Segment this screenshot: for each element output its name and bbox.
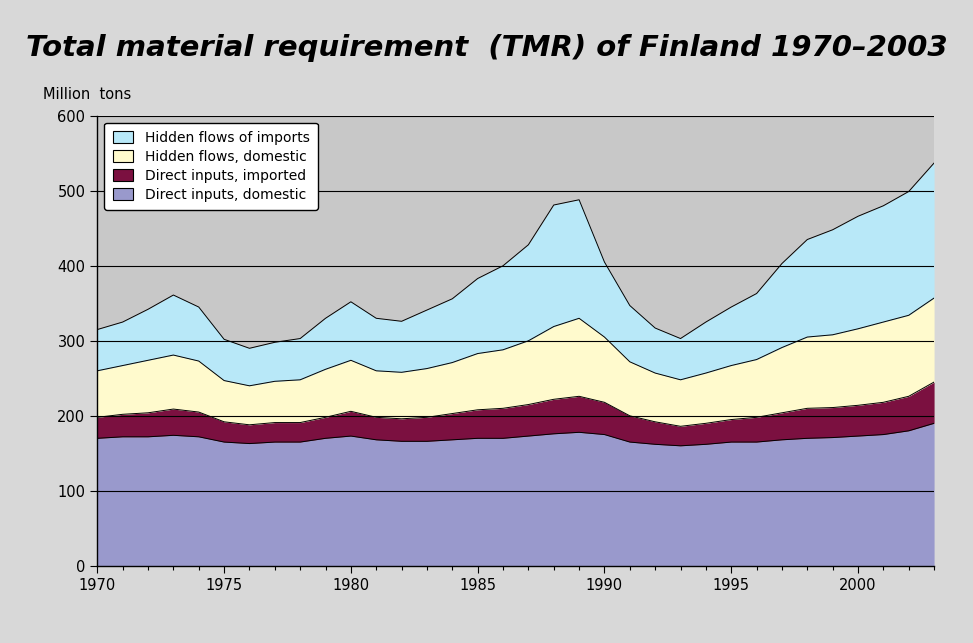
Text: Million  tons: Million tons bbox=[43, 87, 131, 102]
Text: Total material requirement  (TMR) of Finland 1970–2003: Total material requirement (TMR) of Finl… bbox=[25, 34, 948, 62]
Legend: Hidden flows of imports, Hidden flows, domestic, Direct inputs, imported, Direct: Hidden flows of imports, Hidden flows, d… bbox=[104, 123, 318, 210]
